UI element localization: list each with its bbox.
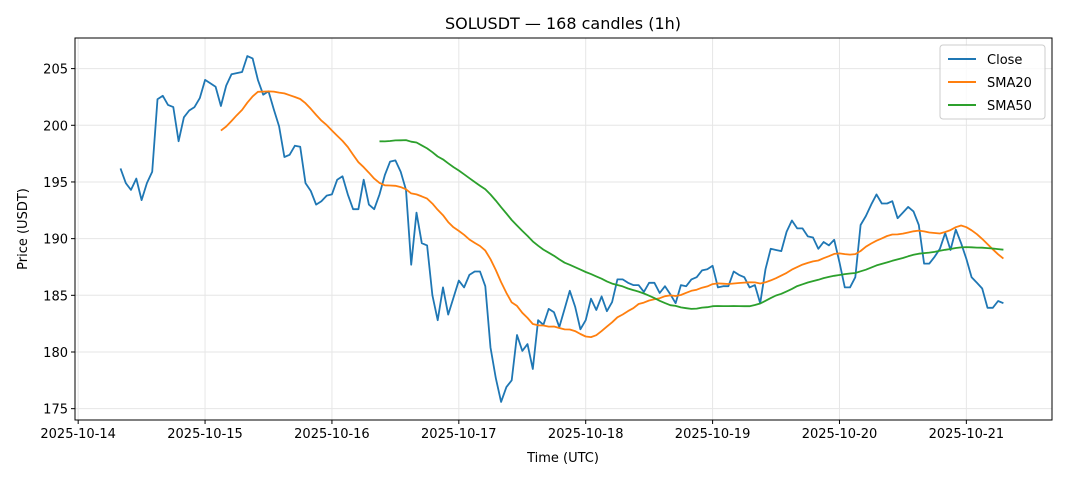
y-tick-label: 195 bbox=[43, 176, 68, 191]
legend-label-sma20: SMA20 bbox=[987, 76, 1032, 91]
plot-frame bbox=[74, 37, 1053, 421]
x-axis-label: Time (UTC) bbox=[526, 451, 599, 466]
y-tick-label: 185 bbox=[43, 289, 68, 304]
y-tick-label: 175 bbox=[43, 403, 68, 418]
series-line-sma50 bbox=[379, 139, 1004, 310]
x-tick-label: 2025-10-20 bbox=[802, 427, 878, 442]
legend: Close SMA20 SMA50 bbox=[939, 44, 1046, 120]
y-tick-label: 190 bbox=[43, 233, 68, 248]
x-tick-label: 2025-10-21 bbox=[929, 427, 1005, 442]
legend-label-close: Close bbox=[987, 53, 1022, 68]
y-tick-label: 180 bbox=[43, 346, 68, 361]
x-tick-label: 2025-10-19 bbox=[675, 427, 751, 442]
y-tick-label: 200 bbox=[43, 119, 68, 134]
x-tick-label: 2025-10-17 bbox=[421, 427, 497, 442]
chart-title: SOLUSDT — 168 candles (1h) bbox=[445, 14, 681, 33]
legend-label-sma50: SMA50 bbox=[987, 99, 1032, 114]
y-tick-label: 205 bbox=[43, 63, 68, 78]
x-tick-label: 2025-10-14 bbox=[40, 427, 116, 442]
y-axis-label: Price (USDT) bbox=[16, 188, 31, 270]
x-tick-label: 2025-10-16 bbox=[294, 427, 370, 442]
x-tick-label: 2025-10-15 bbox=[167, 427, 243, 442]
series-line-sma20 bbox=[220, 90, 1004, 338]
x-tick-label: 2025-10-18 bbox=[548, 427, 624, 442]
